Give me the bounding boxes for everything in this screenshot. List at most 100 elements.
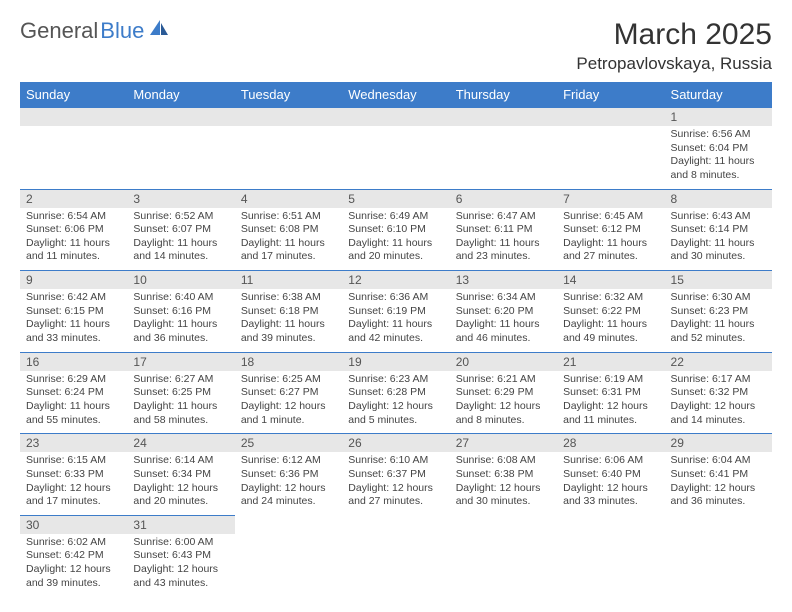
day-number-cell: 8 — [665, 189, 772, 208]
day-content-cell: Sunrise: 6:36 AMSunset: 6:19 PMDaylight:… — [342, 289, 449, 352]
day-number-cell: 5 — [342, 189, 449, 208]
day-content-cell: Sunrise: 6:17 AMSunset: 6:32 PMDaylight:… — [665, 371, 772, 434]
day-number-cell: 25 — [235, 434, 342, 453]
day-content-cell — [665, 534, 772, 597]
day-number-cell: 21 — [557, 352, 664, 371]
day-content-cell: Sunrise: 6:45 AMSunset: 6:12 PMDaylight:… — [557, 208, 664, 271]
day-content-cell: Sunrise: 6:32 AMSunset: 6:22 PMDaylight:… — [557, 289, 664, 352]
day-content-cell: Sunrise: 6:40 AMSunset: 6:16 PMDaylight:… — [127, 289, 234, 352]
month-title: March 2025 — [576, 18, 772, 52]
day-content-cell — [450, 534, 557, 597]
day-number-cell: 15 — [665, 271, 772, 290]
day-number-cell: 18 — [235, 352, 342, 371]
day-header-row: SundayMondayTuesdayWednesdayThursdayFrid… — [20, 82, 772, 108]
week-daynum-row: 1 — [20, 108, 772, 127]
logo-text-2: Blue — [100, 18, 144, 44]
day-number-cell — [342, 515, 449, 534]
logo-text-1: General — [20, 18, 98, 44]
day-number-cell: 14 — [557, 271, 664, 290]
logo: GeneralBlue — [20, 18, 172, 44]
day-content-cell: Sunrise: 6:43 AMSunset: 6:14 PMDaylight:… — [665, 208, 772, 271]
week-content-row: Sunrise: 6:42 AMSunset: 6:15 PMDaylight:… — [20, 289, 772, 352]
day-number-cell: 4 — [235, 189, 342, 208]
day-number-cell: 19 — [342, 352, 449, 371]
day-number-cell: 17 — [127, 352, 234, 371]
day-number-cell: 28 — [557, 434, 664, 453]
day-number-cell: 2 — [20, 189, 127, 208]
day-number-cell: 22 — [665, 352, 772, 371]
day-header: Tuesday — [235, 82, 342, 108]
day-header: Monday — [127, 82, 234, 108]
day-content-cell: Sunrise: 6:25 AMSunset: 6:27 PMDaylight:… — [235, 371, 342, 434]
week-content-row: Sunrise: 6:56 AMSunset: 6:04 PMDaylight:… — [20, 126, 772, 189]
day-content-cell — [450, 126, 557, 189]
day-number-cell: 16 — [20, 352, 127, 371]
day-number-cell: 10 — [127, 271, 234, 290]
day-number-cell: 1 — [665, 108, 772, 127]
week-content-row: Sunrise: 6:15 AMSunset: 6:33 PMDaylight:… — [20, 452, 772, 515]
day-number-cell — [557, 515, 664, 534]
day-content-cell: Sunrise: 6:52 AMSunset: 6:07 PMDaylight:… — [127, 208, 234, 271]
day-number-cell: 26 — [342, 434, 449, 453]
page-header: GeneralBlue March 2025 Petropavlovskaya,… — [20, 18, 772, 74]
location-label: Petropavlovskaya, Russia — [576, 54, 772, 74]
day-content-cell — [557, 126, 664, 189]
day-content-cell: Sunrise: 6:21 AMSunset: 6:29 PMDaylight:… — [450, 371, 557, 434]
day-number-cell: 31 — [127, 515, 234, 534]
day-number-cell: 27 — [450, 434, 557, 453]
day-number-cell: 13 — [450, 271, 557, 290]
day-content-cell — [235, 534, 342, 597]
day-content-cell: Sunrise: 6:10 AMSunset: 6:37 PMDaylight:… — [342, 452, 449, 515]
day-number-cell — [450, 108, 557, 127]
week-content-row: Sunrise: 6:02 AMSunset: 6:42 PMDaylight:… — [20, 534, 772, 597]
day-content-cell: Sunrise: 6:02 AMSunset: 6:42 PMDaylight:… — [20, 534, 127, 597]
day-content-cell: Sunrise: 6:19 AMSunset: 6:31 PMDaylight:… — [557, 371, 664, 434]
day-content-cell: Sunrise: 6:29 AMSunset: 6:24 PMDaylight:… — [20, 371, 127, 434]
day-number-cell: 11 — [235, 271, 342, 290]
day-content-cell — [235, 126, 342, 189]
day-content-cell: Sunrise: 6:49 AMSunset: 6:10 PMDaylight:… — [342, 208, 449, 271]
day-number-cell — [342, 108, 449, 127]
day-number-cell — [665, 515, 772, 534]
day-content-cell — [20, 126, 127, 189]
week-daynum-row: 3031 — [20, 515, 772, 534]
day-number-cell — [20, 108, 127, 127]
day-content-cell: Sunrise: 6:34 AMSunset: 6:20 PMDaylight:… — [450, 289, 557, 352]
day-content-cell — [557, 534, 664, 597]
day-header: Sunday — [20, 82, 127, 108]
day-number-cell: 12 — [342, 271, 449, 290]
day-number-cell: 7 — [557, 189, 664, 208]
day-content-cell: Sunrise: 6:23 AMSunset: 6:28 PMDaylight:… — [342, 371, 449, 434]
day-number-cell — [127, 108, 234, 127]
day-content-cell: Sunrise: 6:56 AMSunset: 6:04 PMDaylight:… — [665, 126, 772, 189]
day-content-cell: Sunrise: 6:30 AMSunset: 6:23 PMDaylight:… — [665, 289, 772, 352]
day-content-cell: Sunrise: 6:38 AMSunset: 6:18 PMDaylight:… — [235, 289, 342, 352]
day-content-cell: Sunrise: 6:47 AMSunset: 6:11 PMDaylight:… — [450, 208, 557, 271]
day-number-cell: 3 — [127, 189, 234, 208]
day-content-cell — [342, 534, 449, 597]
day-number-cell: 23 — [20, 434, 127, 453]
day-content-cell: Sunrise: 6:04 AMSunset: 6:41 PMDaylight:… — [665, 452, 772, 515]
day-content-cell: Sunrise: 6:15 AMSunset: 6:33 PMDaylight:… — [20, 452, 127, 515]
day-content-cell — [342, 126, 449, 189]
week-content-row: Sunrise: 6:54 AMSunset: 6:06 PMDaylight:… — [20, 208, 772, 271]
day-content-cell: Sunrise: 6:27 AMSunset: 6:25 PMDaylight:… — [127, 371, 234, 434]
day-content-cell: Sunrise: 6:08 AMSunset: 6:38 PMDaylight:… — [450, 452, 557, 515]
day-content-cell — [127, 126, 234, 189]
calendar-table: SundayMondayTuesdayWednesdayThursdayFrid… — [20, 82, 772, 596]
title-block: March 2025 Petropavlovskaya, Russia — [576, 18, 772, 74]
week-daynum-row: 23242526272829 — [20, 434, 772, 453]
day-number-cell: 9 — [20, 271, 127, 290]
day-number-cell: 20 — [450, 352, 557, 371]
day-content-cell: Sunrise: 6:14 AMSunset: 6:34 PMDaylight:… — [127, 452, 234, 515]
day-number-cell: 29 — [665, 434, 772, 453]
day-number-cell — [235, 515, 342, 534]
day-number-cell — [450, 515, 557, 534]
day-header: Saturday — [665, 82, 772, 108]
day-content-cell: Sunrise: 6:00 AMSunset: 6:43 PMDaylight:… — [127, 534, 234, 597]
day-content-cell: Sunrise: 6:12 AMSunset: 6:36 PMDaylight:… — [235, 452, 342, 515]
day-header: Wednesday — [342, 82, 449, 108]
day-number-cell — [235, 108, 342, 127]
week-content-row: Sunrise: 6:29 AMSunset: 6:24 PMDaylight:… — [20, 371, 772, 434]
day-number-cell: 6 — [450, 189, 557, 208]
